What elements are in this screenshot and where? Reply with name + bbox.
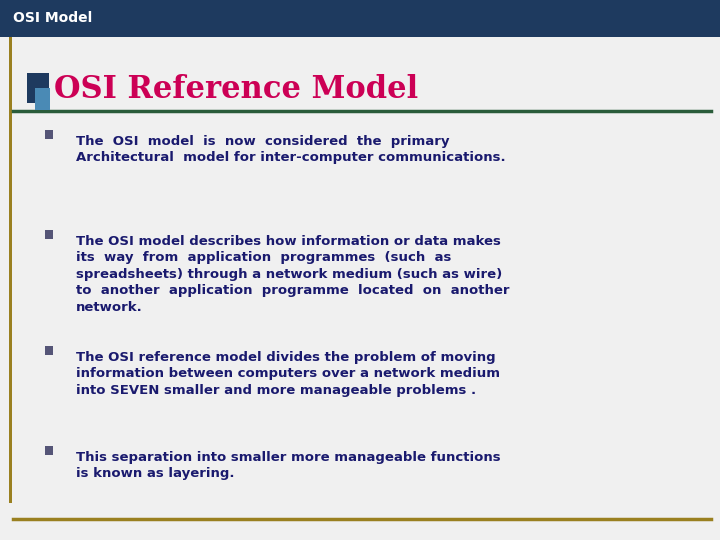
Text: This separation into smaller more manageable functions
is known as layering.: This separation into smaller more manage… (76, 451, 500, 481)
Bar (45, 446, 53, 455)
Bar (45, 346, 53, 355)
Bar (0, 0, 720, 37)
Bar (35, 88, 50, 110)
Text: The  OSI  model  is  now  considered  the  primary
Architectural  model for inte: The OSI model is now considered the prim… (76, 135, 505, 165)
Text: The OSI reference model divides the problem of moving
information between comput: The OSI reference model divides the prob… (76, 351, 500, 397)
Bar (9, 37, 12, 503)
Bar (27, 73, 49, 103)
Text: The OSI model describes how information or data makes
its  way  from  applicatio: The OSI model describes how information … (76, 235, 509, 314)
Text: OSI Reference Model: OSI Reference Model (54, 73, 418, 105)
Bar (45, 230, 53, 239)
Bar (45, 130, 53, 139)
Text: OSI Model: OSI Model (13, 11, 92, 25)
